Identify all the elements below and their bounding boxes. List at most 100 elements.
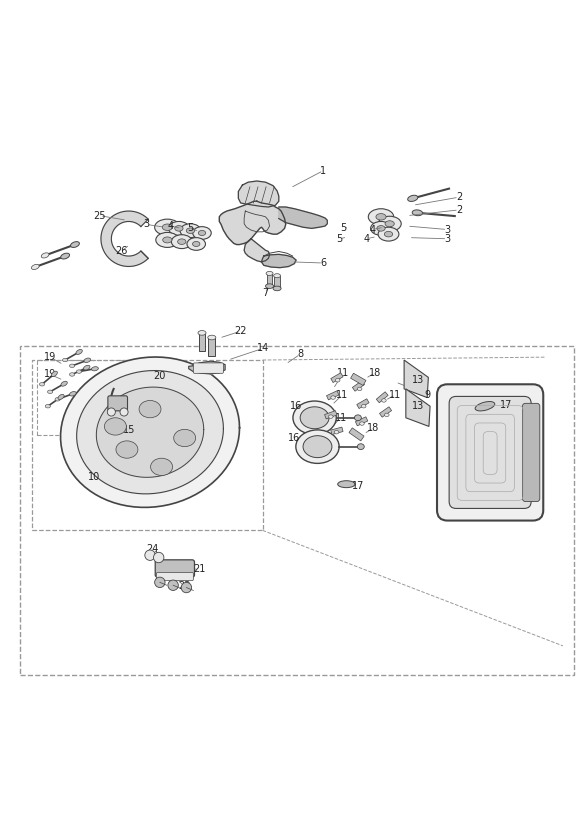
Text: 5: 5: [340, 223, 347, 233]
Ellipse shape: [45, 405, 50, 408]
Text: 8: 8: [297, 349, 303, 359]
Text: 10: 10: [88, 471, 100, 482]
Polygon shape: [244, 239, 269, 262]
Ellipse shape: [198, 231, 206, 236]
Circle shape: [168, 580, 178, 591]
Ellipse shape: [55, 397, 60, 401]
Ellipse shape: [382, 399, 386, 402]
Bar: [20, 345, 574, 675]
Ellipse shape: [31, 265, 39, 269]
Ellipse shape: [174, 429, 196, 447]
Ellipse shape: [41, 253, 49, 258]
Ellipse shape: [296, 430, 339, 463]
Ellipse shape: [187, 228, 195, 233]
Circle shape: [107, 408, 115, 416]
Ellipse shape: [378, 216, 401, 232]
Bar: [357, 399, 369, 409]
Text: 16: 16: [290, 401, 302, 411]
Text: 6: 6: [320, 258, 326, 268]
Circle shape: [120, 408, 128, 416]
Text: 16: 16: [288, 433, 300, 443]
Ellipse shape: [357, 444, 364, 450]
Text: 7: 7: [262, 288, 269, 298]
Ellipse shape: [187, 237, 205, 250]
FancyBboxPatch shape: [156, 573, 194, 581]
Text: 2: 2: [456, 192, 462, 202]
Ellipse shape: [331, 396, 335, 400]
Ellipse shape: [328, 415, 333, 419]
Polygon shape: [279, 207, 327, 228]
Bar: [326, 391, 339, 400]
FancyBboxPatch shape: [155, 559, 195, 577]
Text: 4: 4: [167, 221, 173, 231]
Ellipse shape: [48, 390, 52, 394]
Text: 2: 2: [456, 205, 462, 215]
Text: 4: 4: [369, 224, 375, 235]
Ellipse shape: [384, 413, 389, 417]
Polygon shape: [404, 360, 429, 397]
Ellipse shape: [61, 253, 69, 259]
Ellipse shape: [354, 415, 361, 421]
Bar: [199, 333, 205, 351]
Polygon shape: [101, 211, 148, 266]
Ellipse shape: [84, 358, 90, 363]
Bar: [331, 427, 343, 434]
Ellipse shape: [61, 382, 67, 386]
Polygon shape: [261, 255, 296, 268]
Circle shape: [145, 550, 155, 560]
Text: 18: 18: [369, 368, 381, 377]
Polygon shape: [96, 387, 203, 477]
Text: 3: 3: [444, 224, 451, 235]
Bar: [349, 428, 364, 441]
Bar: [350, 373, 366, 386]
Ellipse shape: [51, 371, 57, 377]
FancyBboxPatch shape: [522, 403, 540, 502]
Text: 11: 11: [335, 413, 347, 423]
Bar: [274, 276, 280, 288]
Ellipse shape: [178, 239, 186, 245]
Ellipse shape: [412, 210, 423, 216]
FancyBboxPatch shape: [449, 396, 531, 508]
Ellipse shape: [83, 365, 90, 370]
Polygon shape: [189, 361, 225, 374]
FancyBboxPatch shape: [194, 363, 223, 373]
Ellipse shape: [163, 237, 172, 243]
Ellipse shape: [208, 335, 216, 339]
Text: 24: 24: [147, 545, 159, 555]
Text: 11: 11: [338, 368, 350, 377]
Text: 17: 17: [500, 400, 512, 410]
Text: 5: 5: [187, 222, 194, 233]
Text: 23: 23: [178, 582, 191, 592]
Text: 11: 11: [336, 390, 349, 400]
Ellipse shape: [104, 418, 127, 435]
Ellipse shape: [357, 387, 362, 391]
Text: 19: 19: [44, 352, 56, 362]
Ellipse shape: [273, 286, 281, 291]
Bar: [31, 360, 262, 531]
Text: 13: 13: [412, 375, 424, 386]
Text: 14: 14: [257, 344, 269, 353]
Circle shape: [153, 552, 164, 563]
Bar: [352, 381, 364, 391]
Text: 15: 15: [122, 425, 135, 435]
Ellipse shape: [150, 458, 173, 475]
Ellipse shape: [273, 274, 280, 278]
Ellipse shape: [378, 227, 399, 241]
Polygon shape: [238, 181, 279, 207]
Ellipse shape: [266, 271, 273, 275]
Ellipse shape: [360, 422, 364, 425]
Text: 5: 5: [336, 234, 343, 244]
Ellipse shape: [168, 222, 189, 236]
Bar: [331, 372, 343, 382]
FancyBboxPatch shape: [437, 384, 543, 521]
Ellipse shape: [156, 232, 179, 247]
Ellipse shape: [171, 235, 192, 249]
Ellipse shape: [69, 372, 75, 377]
Text: 18: 18: [367, 424, 380, 433]
Ellipse shape: [198, 330, 206, 335]
FancyBboxPatch shape: [108, 396, 128, 411]
Ellipse shape: [334, 430, 339, 434]
Ellipse shape: [384, 232, 393, 237]
Ellipse shape: [62, 358, 68, 362]
Ellipse shape: [192, 241, 200, 246]
